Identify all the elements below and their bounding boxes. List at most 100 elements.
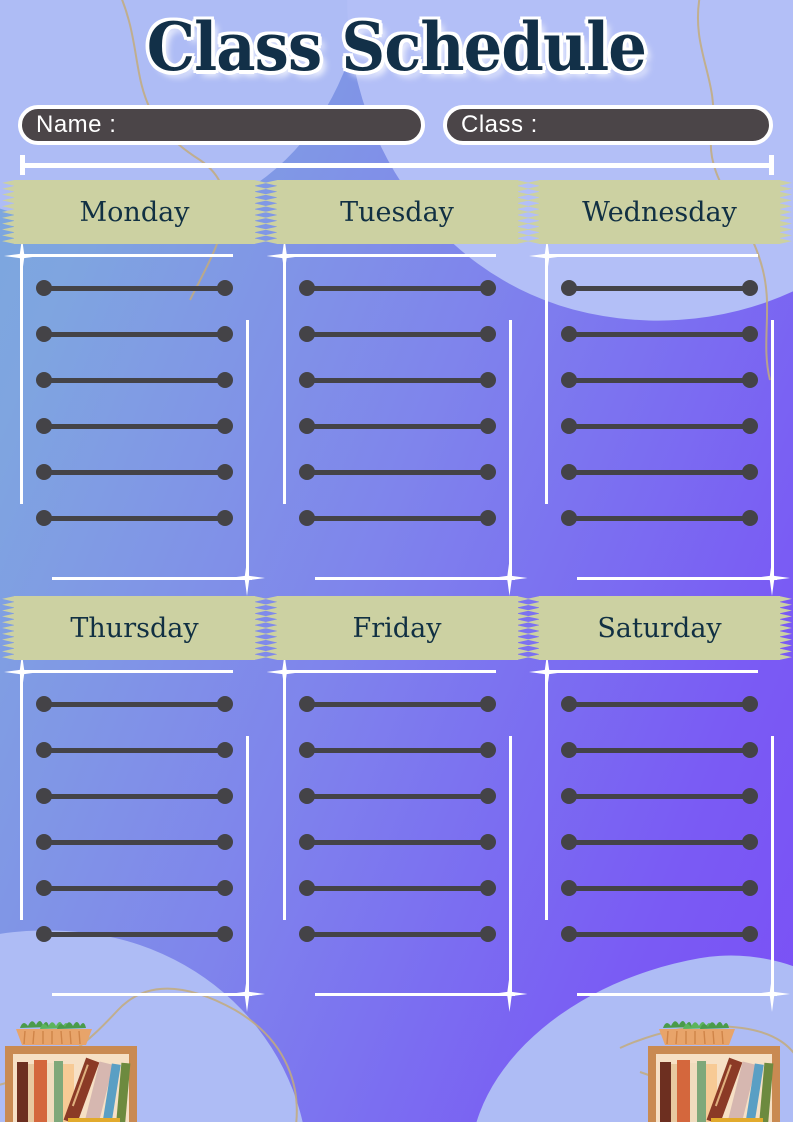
writing-line[interactable]: [298, 510, 496, 526]
sparkle-star-icon: [229, 560, 265, 596]
page-title: Class Schedule: [146, 8, 647, 86]
writing-line[interactable]: [36, 880, 233, 896]
class-field[interactable]: Class :: [443, 105, 773, 145]
writing-line[interactable]: [561, 788, 758, 804]
day-card-body[interactable]: [266, 238, 528, 596]
line-dot-right: [742, 788, 758, 804]
line-dot-right: [217, 418, 233, 434]
line-bar: [305, 931, 489, 937]
zigzag-right-edge: [779, 180, 792, 244]
day-card-row: Thursday Friday: [2, 596, 792, 1012]
day-card-friday[interactable]: Friday: [264, 596, 530, 1012]
frame-right-line: [246, 736, 249, 996]
writing-line[interactable]: [36, 696, 233, 712]
writing-line[interactable]: [36, 464, 233, 480]
writing-line[interactable]: [298, 464, 496, 480]
frame-bottom-line: [314, 993, 515, 996]
line-bar: [43, 747, 226, 753]
writing-line[interactable]: [36, 926, 233, 942]
day-banner: Monday: [2, 180, 267, 244]
frame-right-line: [508, 320, 512, 580]
day-card-wednesday[interactable]: Wednesday: [527, 180, 792, 596]
frame-bottom-line: [314, 577, 515, 580]
line-dot-right: [479, 280, 496, 296]
line-bar: [43, 515, 226, 521]
writing-line[interactable]: [561, 464, 758, 480]
writing-line[interactable]: [298, 418, 496, 434]
day-card-body[interactable]: [529, 238, 790, 596]
name-field[interactable]: Name :: [18, 105, 425, 145]
frame-top-line: [282, 670, 496, 673]
writing-line[interactable]: [561, 510, 758, 526]
writing-line[interactable]: [561, 926, 758, 942]
zigzag-left-edge: [264, 180, 278, 244]
frame-top-line: [282, 254, 496, 257]
line-dot-right: [742, 696, 758, 712]
writing-line[interactable]: [36, 280, 233, 296]
day-card-body[interactable]: [4, 654, 265, 1012]
line-dot-right: [479, 418, 496, 434]
writing-line[interactable]: [298, 880, 496, 896]
writing-line[interactable]: [36, 834, 233, 850]
writing-line[interactable]: [298, 280, 496, 296]
writing-line[interactable]: [298, 788, 496, 804]
day-card-thursday[interactable]: Thursday: [2, 596, 267, 1012]
line-bar: [568, 331, 751, 337]
writing-lines: [36, 696, 233, 972]
line-bar: [305, 285, 489, 291]
writing-line[interactable]: [561, 326, 758, 342]
writing-line[interactable]: [36, 742, 233, 758]
line-dot-right: [479, 834, 496, 850]
writing-line[interactable]: [298, 834, 496, 850]
day-card-monday[interactable]: Monday: [2, 180, 267, 596]
zigzag-left-edge: [2, 596, 15, 660]
frame-bottom-line: [52, 993, 252, 996]
writing-line[interactable]: [561, 834, 758, 850]
writing-line[interactable]: [36, 510, 233, 526]
writing-line[interactable]: [561, 880, 758, 896]
writing-line[interactable]: [561, 742, 758, 758]
writing-line[interactable]: [36, 788, 233, 804]
writing-line[interactable]: [36, 418, 233, 434]
day-card-body[interactable]: [529, 654, 790, 1012]
line-dot-right: [217, 326, 233, 342]
frame-left-line: [20, 254, 23, 504]
writing-line[interactable]: [298, 926, 496, 942]
divider-bar: [20, 163, 774, 168]
day-label: Monday: [79, 196, 190, 228]
line-dot-right: [742, 464, 758, 480]
line-dot-right: [217, 926, 233, 942]
line-dot-right: [217, 372, 233, 388]
day-card-body[interactable]: [266, 654, 528, 1012]
line-dot-right: [742, 742, 758, 758]
bookshelf-icon-left: [5, 1021, 137, 1122]
frame-right-line: [771, 320, 774, 580]
day-banner: Thursday: [2, 596, 267, 660]
writing-line[interactable]: [561, 280, 758, 296]
writing-line[interactable]: [298, 372, 496, 388]
writing-line[interactable]: [298, 326, 496, 342]
writing-line[interactable]: [36, 372, 233, 388]
line-bar: [568, 515, 751, 521]
writing-lines: [36, 280, 233, 556]
line-dot-right: [742, 280, 758, 296]
day-label: Wednesday: [582, 196, 737, 228]
writing-line[interactable]: [36, 326, 233, 342]
writing-line[interactable]: [561, 372, 758, 388]
line-bar: [568, 793, 751, 799]
writing-lines: [298, 280, 496, 556]
frame-left-line: [545, 670, 548, 920]
writing-line[interactable]: [561, 696, 758, 712]
line-dot-right: [742, 418, 758, 434]
day-card-tuesday[interactable]: Tuesday: [264, 180, 530, 596]
line-bar: [305, 469, 489, 475]
day-card-body[interactable]: [4, 238, 265, 596]
sparkle-star-icon: [491, 560, 528, 596]
writing-line[interactable]: [298, 742, 496, 758]
day-banner: Friday: [264, 596, 530, 660]
writing-line[interactable]: [561, 418, 758, 434]
writing-line[interactable]: [298, 696, 496, 712]
frame-bottom-line: [577, 577, 777, 580]
day-card-saturday[interactable]: Saturday: [527, 596, 792, 1012]
